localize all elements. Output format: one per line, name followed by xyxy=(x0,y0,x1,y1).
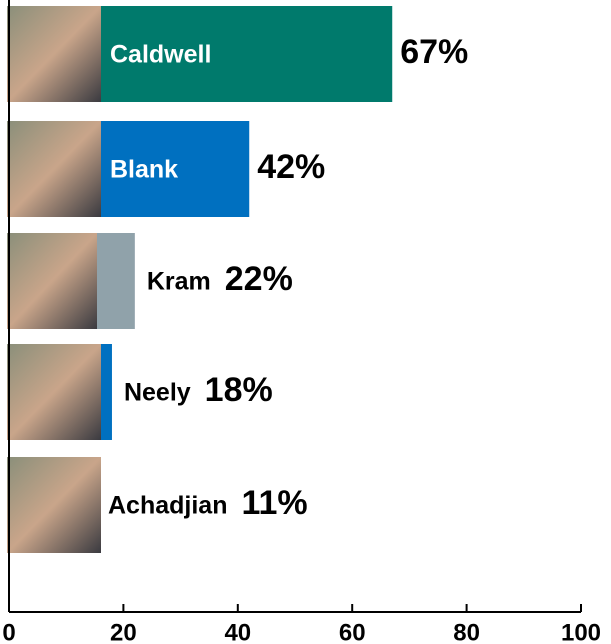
candidate-name: Neely xyxy=(124,379,191,407)
candidate-photo xyxy=(7,6,101,102)
candidate-name: Achadjian xyxy=(108,492,227,520)
candidate-photo xyxy=(7,121,101,217)
candidate-photo xyxy=(7,233,97,329)
x-tick-label: 100 xyxy=(561,619,601,644)
x-tick-label: 80 xyxy=(453,619,480,644)
candidate-name: Caldwell xyxy=(110,41,211,69)
x-tick-label: 40 xyxy=(224,619,251,644)
candidate-photo xyxy=(7,457,101,553)
candidate-photo xyxy=(7,344,101,440)
value-label: 22% xyxy=(225,260,293,298)
x-tick-label: 0 xyxy=(2,619,15,644)
value-label: 67% xyxy=(400,33,468,71)
candidate-name: Blank xyxy=(110,156,178,184)
value-label: 11% xyxy=(241,484,307,522)
x-tick-label: 20 xyxy=(110,619,137,644)
value-label: 18% xyxy=(205,371,273,409)
value-label: 42% xyxy=(257,148,325,186)
candidate-name: Kram xyxy=(147,268,211,296)
x-tick-label: 60 xyxy=(339,619,366,644)
